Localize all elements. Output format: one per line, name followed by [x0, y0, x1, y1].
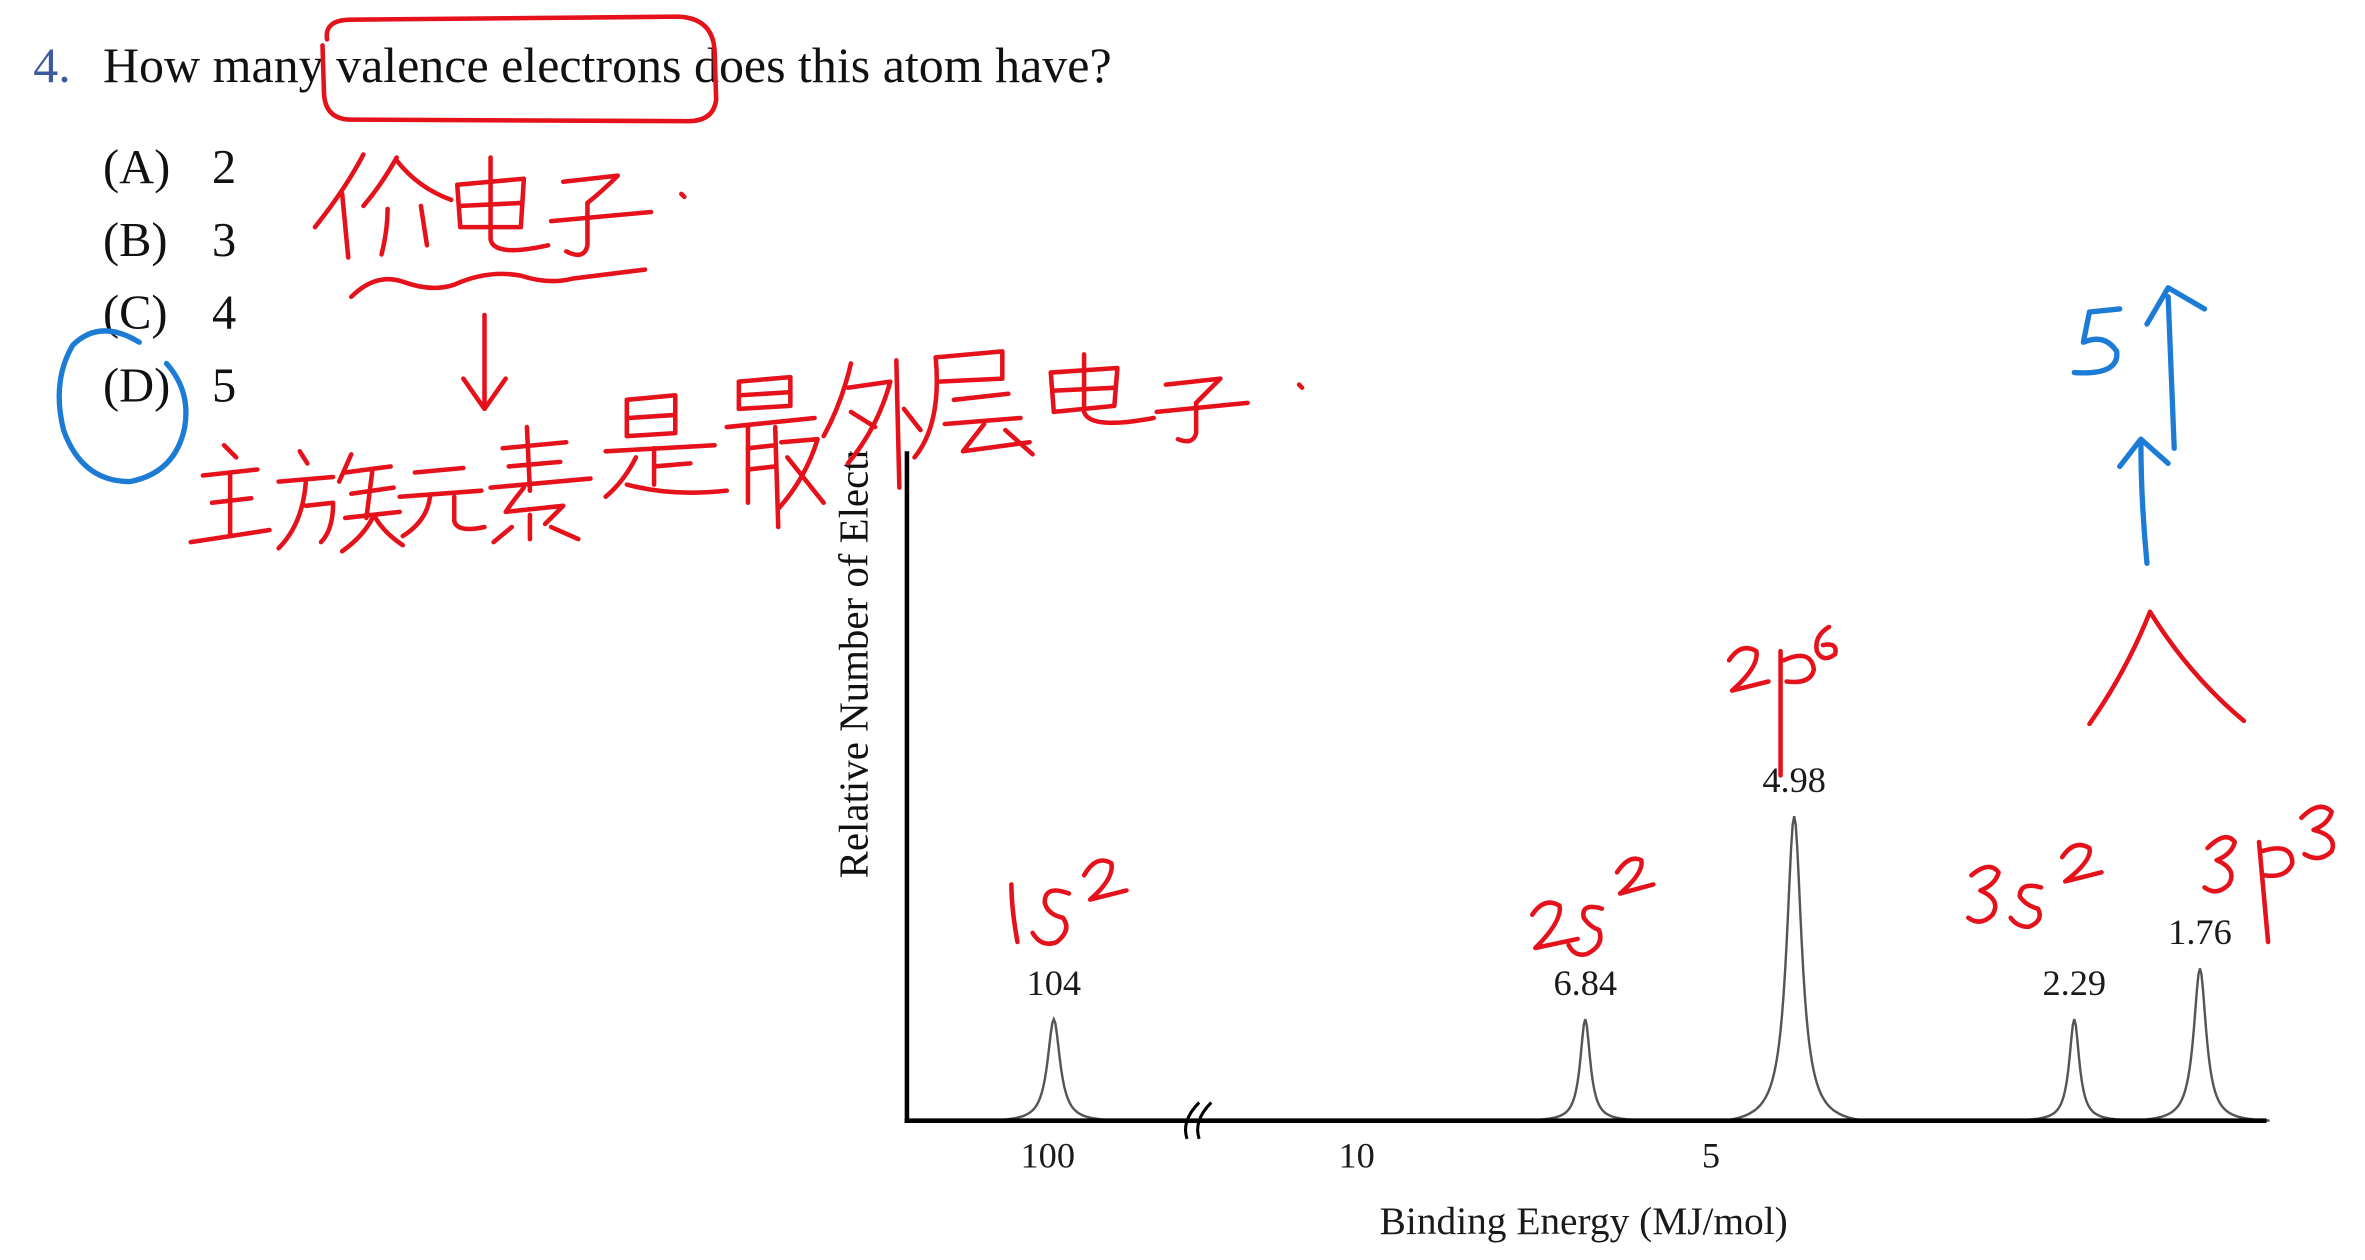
peak-labels: 104 6.84 4.98 2.29 1.76	[1027, 760, 2232, 1003]
peak-label: 6.84	[1553, 963, 1617, 1003]
x-tick-label: 5	[1702, 1136, 1720, 1176]
x-tick-label: 100	[1020, 1136, 1074, 1176]
note-main-group-handwriting	[188, 349, 1305, 554]
peak-4.98	[1724, 816, 1865, 1122]
x-tick-label: 10	[1338, 1136, 1374, 1176]
question-number: 4.	[33, 39, 71, 94]
note-2p6	[1726, 624, 1838, 778]
note-1s2	[1009, 858, 1129, 946]
peak-label: 4.98	[1762, 760, 1826, 800]
option-value: 3	[211, 212, 237, 267]
note-valence-electrons-handwriting	[312, 152, 687, 260]
question-text: How many valence electrons does this ato…	[102, 39, 1112, 94]
note-3s2	[1966, 842, 2104, 930]
note-five-handwriting	[2071, 285, 2208, 451]
option-label: (B)	[102, 212, 168, 267]
peak-label: 1.76	[2168, 912, 2232, 952]
note-2s2	[1529, 856, 1656, 957]
down-arrow-icon	[461, 312, 508, 412]
answer-circle	[56, 328, 189, 485]
axis-break-mark	[1184, 1101, 1213, 1140]
question: 4. How many valence electrons does this a…	[33, 41, 1111, 92]
note-3p3	[2202, 804, 2336, 945]
peak-label: 2.29	[2043, 963, 2107, 1003]
option-value: 4	[211, 284, 237, 340]
option-value: 2	[211, 139, 237, 194]
wavy-underline	[348, 267, 648, 300]
up-arrow-icon	[2117, 436, 2171, 567]
option-value: 5	[211, 357, 237, 412]
peak-label: 104	[1027, 963, 1081, 1003]
x-axis-label: Binding Energy (MJ/mol)	[1380, 1199, 1788, 1243]
caret-mark-icon	[2087, 609, 2247, 727]
red-highlight-box	[320, 14, 719, 124]
option-label: (A)	[102, 139, 171, 194]
option-label: (D)	[102, 357, 171, 412]
